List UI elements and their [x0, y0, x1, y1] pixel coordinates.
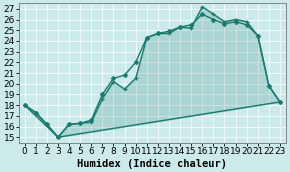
- X-axis label: Humidex (Indice chaleur): Humidex (Indice chaleur): [77, 158, 227, 169]
